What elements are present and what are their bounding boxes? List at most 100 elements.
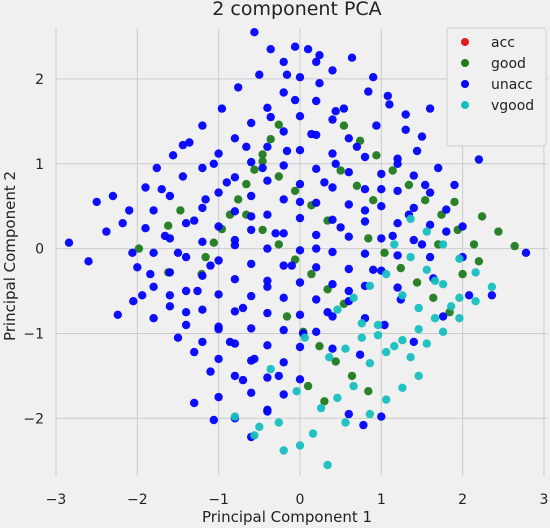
data-point-unacc [393, 251, 402, 260]
data-point-unacc [380, 320, 389, 330]
data-point-unacc [146, 269, 155, 279]
data-point-unacc [360, 185, 370, 194]
x-tick-label: 2 [458, 492, 467, 508]
data-point-vgood [357, 333, 366, 342]
data-point-good [388, 166, 397, 175]
data-point-unacc [128, 248, 137, 257]
data-point-unacc [442, 227, 451, 236]
x-tick-label: 0 [296, 492, 305, 508]
data-point-unacc [198, 237, 207, 246]
data-point-good [364, 387, 373, 396]
data-point-unacc [279, 88, 288, 97]
data-point-unacc [377, 412, 386, 421]
data-point-unacc [181, 219, 191, 228]
data-point-unacc [336, 223, 345, 232]
data-point-unacc [64, 238, 74, 247]
data-point-unacc [247, 118, 256, 128]
data-point-unacc [149, 248, 158, 257]
data-point-vgood [430, 314, 440, 323]
data-point-unacc [238, 303, 248, 313]
legend-label-unacc: unacc [491, 77, 533, 93]
data-point-unacc [190, 347, 199, 357]
data-point-unacc [266, 112, 275, 122]
data-point-good [290, 186, 300, 196]
data-point-unacc [230, 241, 240, 250]
data-point-unacc [352, 142, 362, 151]
data-point-good [412, 278, 422, 287]
data-point-good [339, 121, 349, 130]
data-point-good [469, 240, 479, 249]
data-point-unacc [209, 159, 218, 168]
data-point-good [234, 195, 243, 204]
data-point-vgood [365, 281, 375, 291]
data-point-good [429, 293, 438, 302]
data-point-unacc [401, 125, 410, 134]
data-point-unacc [295, 179, 305, 189]
data-point-unacc [198, 271, 207, 280]
data-point-vgood [422, 339, 431, 348]
data-point-unacc [393, 283, 402, 292]
data-point-unacc [383, 91, 392, 101]
data-point-unacc [165, 291, 175, 300]
data-point-good [201, 252, 210, 262]
data-point-unacc [344, 232, 353, 241]
data-point-vgood [422, 227, 431, 236]
data-point-unacc [168, 151, 178, 160]
chart-title: 2 component PCA [212, 0, 382, 20]
data-point-unacc [84, 257, 93, 266]
data-point-unacc [360, 152, 370, 162]
data-point-unacc [344, 200, 353, 209]
data-point-good [347, 371, 357, 381]
data-point-unacc [315, 51, 324, 60]
data-point-unacc [364, 87, 373, 96]
data-point-unacc [193, 286, 202, 296]
data-point-vgood [382, 269, 391, 279]
data-point-unacc [295, 197, 305, 207]
data-point-unacc [181, 308, 191, 317]
data-point-vgood [487, 282, 497, 291]
data-point-unacc [214, 256, 223, 265]
data-point-unacc [149, 314, 158, 323]
data-point-unacc [255, 70, 264, 79]
data-point-good [421, 196, 430, 205]
legend-marker-acc [461, 38, 469, 46]
data-point-good [134, 244, 144, 253]
data-point-unacc [234, 83, 243, 92]
data-point-vgood [266, 364, 275, 374]
data-point-vgood [438, 280, 448, 289]
data-point-unacc [247, 225, 256, 235]
data-point-vgood [471, 297, 480, 306]
data-point-vgood [316, 403, 326, 413]
data-point-unacc [290, 42, 300, 51]
data-point-unacc [173, 248, 183, 257]
data-point-vgood [357, 319, 366, 328]
data-point-unacc [377, 169, 386, 179]
data-point-unacc [412, 146, 422, 156]
data-point-vgood [422, 265, 431, 274]
data-point-unacc [372, 121, 381, 130]
data-point-unacc [312, 230, 321, 240]
data-point-good [164, 221, 173, 230]
data-point-vgood [382, 395, 391, 404]
data-point-unacc [344, 409, 353, 419]
data-point-vgood [333, 305, 342, 314]
data-point-unacc [102, 227, 111, 236]
data-point-unacc [198, 121, 207, 130]
data-point-unacc [295, 246, 305, 255]
data-point-unacc [247, 157, 256, 167]
y-tick-label: 1 [35, 157, 44, 173]
legend: acc good unacc vgood [446, 27, 547, 147]
data-point-unacc [209, 415, 218, 425]
data-point-vgood [471, 268, 480, 277]
data-point-good [450, 197, 459, 207]
data-point-unacc [279, 390, 288, 399]
data-point-vgood [455, 293, 464, 302]
data-point-unacc [344, 134, 353, 143]
data-point-unacc [369, 265, 378, 274]
x-axis-label: Principal Component 1 [202, 508, 372, 526]
data-point-unacc [287, 261, 296, 270]
data-point-unacc [263, 142, 272, 151]
data-point-vgood [455, 254, 464, 263]
data-point-good [242, 179, 251, 189]
data-point-unacc [214, 322, 223, 331]
